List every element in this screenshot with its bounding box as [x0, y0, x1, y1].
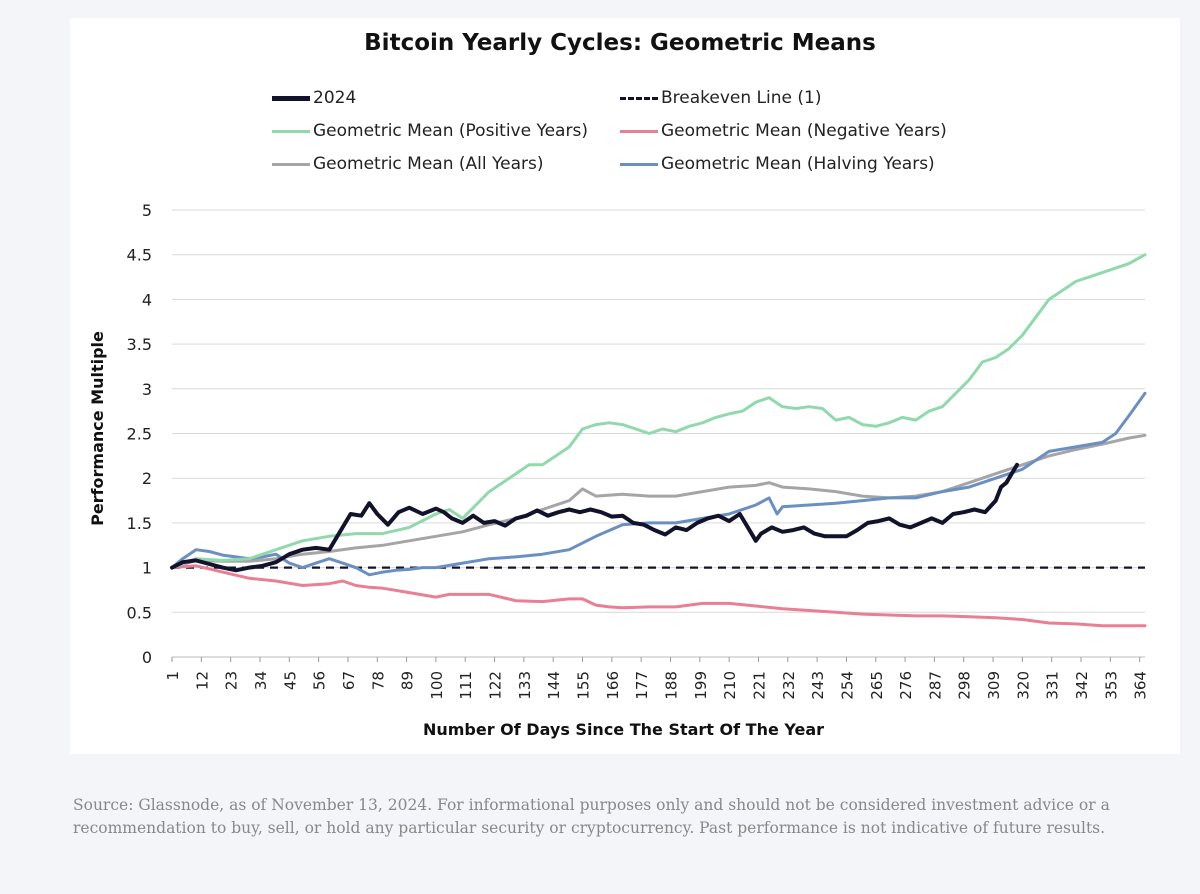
x-tick-label: 298: [956, 671, 974, 700]
legend-item-all-years: Geometric Mean (All Years): [272, 152, 544, 176]
x-tick-label: 45: [281, 671, 299, 690]
x-tick-label: 1: [164, 671, 182, 681]
x-tick-label: 122: [487, 671, 505, 700]
series-line-negative-years: [170, 564, 1147, 628]
legend-item-negative-years: Geometric Mean (Negative Years): [620, 119, 947, 143]
x-tick-label: 23: [223, 671, 241, 690]
x-tick-label: 155: [575, 671, 593, 700]
legend-item-halving-years: Geometric Mean (Halving Years): [620, 152, 935, 176]
legend-swatch-halving-years: [620, 162, 658, 166]
x-tick-label: 353: [1102, 671, 1120, 700]
x-axis-title: Number Of Days Since The Start Of The Ye…: [423, 720, 824, 739]
x-tick-label: 364: [1132, 671, 1150, 700]
x-tick-label: 331: [1044, 671, 1062, 700]
legend-label-halving-years: Geometric Mean (Halving Years): [661, 154, 935, 174]
x-tick-label: 276: [897, 671, 915, 700]
legend-item-positive-years: Geometric Mean (Positive Years): [272, 119, 588, 143]
legend-swatch-negative-years: [620, 129, 658, 133]
series-line-positive-years: [170, 253, 1147, 570]
x-tick-label: 133: [516, 671, 534, 700]
y-tick-label: 1: [142, 559, 152, 578]
chart-title: Bitcoin Yearly Cycles: Geometric Means: [364, 30, 876, 56]
x-tick-label: 89: [399, 671, 417, 690]
legend-label-negative-years: Geometric Mean (Negative Years): [661, 121, 947, 141]
legend-label-breakeven: Breakeven Line (1): [661, 88, 822, 108]
x-tick-label: 166: [604, 671, 622, 700]
legend-item-2024: 2024: [272, 86, 356, 110]
y-tick-label: 2.5: [127, 425, 152, 444]
x-tick-label: 342: [1073, 671, 1091, 700]
x-tick-label: 232: [780, 671, 798, 700]
legend-swatch-2024: [272, 95, 310, 101]
y-tick-label: 1.5: [127, 514, 152, 533]
y-tick-label: 4.5: [127, 246, 152, 265]
x-tick-label: 177: [633, 671, 651, 700]
x-tick-label: 243: [809, 671, 827, 700]
x-tick-label: 221: [750, 671, 768, 700]
y-tick-label: 3.5: [127, 335, 152, 354]
x-tick-label: 12: [193, 671, 211, 690]
source-note: Source: Glassnode, as of November 13, 20…: [73, 796, 1110, 837]
x-tick-label: 210: [721, 671, 739, 700]
legend-swatch-positive-years: [272, 129, 310, 133]
legend-swatch-all-years: [272, 162, 310, 166]
x-tick-label: 56: [311, 671, 329, 690]
legend-item-breakeven: Breakeven Line (1): [620, 86, 821, 110]
x-tick-label: 287: [926, 671, 944, 700]
x-tick-label: 309: [985, 671, 1003, 700]
series-line-halving-years: [170, 391, 1147, 577]
x-tick-label: 265: [868, 671, 886, 700]
x-tick-label: 320: [1014, 671, 1032, 700]
y-tick-label: 0.5: [127, 603, 152, 622]
legend-label-all-years: Geometric Mean (All Years): [313, 154, 544, 174]
series-line-2024: [170, 462, 1019, 573]
x-tick-label: 199: [692, 671, 710, 700]
series-line-all-years: [170, 433, 1147, 570]
x-tick-label: 67: [340, 671, 358, 690]
legend-label-2024: 2024: [313, 88, 357, 108]
legend-swatch-breakeven: [620, 96, 658, 100]
y-tick-label: 3: [142, 380, 152, 399]
x-tick-label: 100: [428, 671, 446, 700]
y-tick-label: 4: [142, 290, 152, 309]
x-tick-label: 188: [662, 671, 680, 700]
x-tick-label: 144: [545, 671, 563, 700]
y-tick-label: 0: [142, 648, 152, 667]
y-axis-title: Performance Multiple: [88, 331, 107, 526]
chart-panel: [70, 18, 1180, 754]
x-tick-label: 111: [457, 671, 475, 700]
y-tick-label: 2: [142, 469, 152, 488]
y-tick-label: 5: [142, 201, 152, 220]
x-tick-label: 254: [838, 671, 856, 700]
legend-label-positive-years: Geometric Mean (Positive Years): [313, 121, 588, 141]
x-tick-label: 34: [252, 671, 270, 690]
x-tick-label: 78: [369, 671, 387, 690]
